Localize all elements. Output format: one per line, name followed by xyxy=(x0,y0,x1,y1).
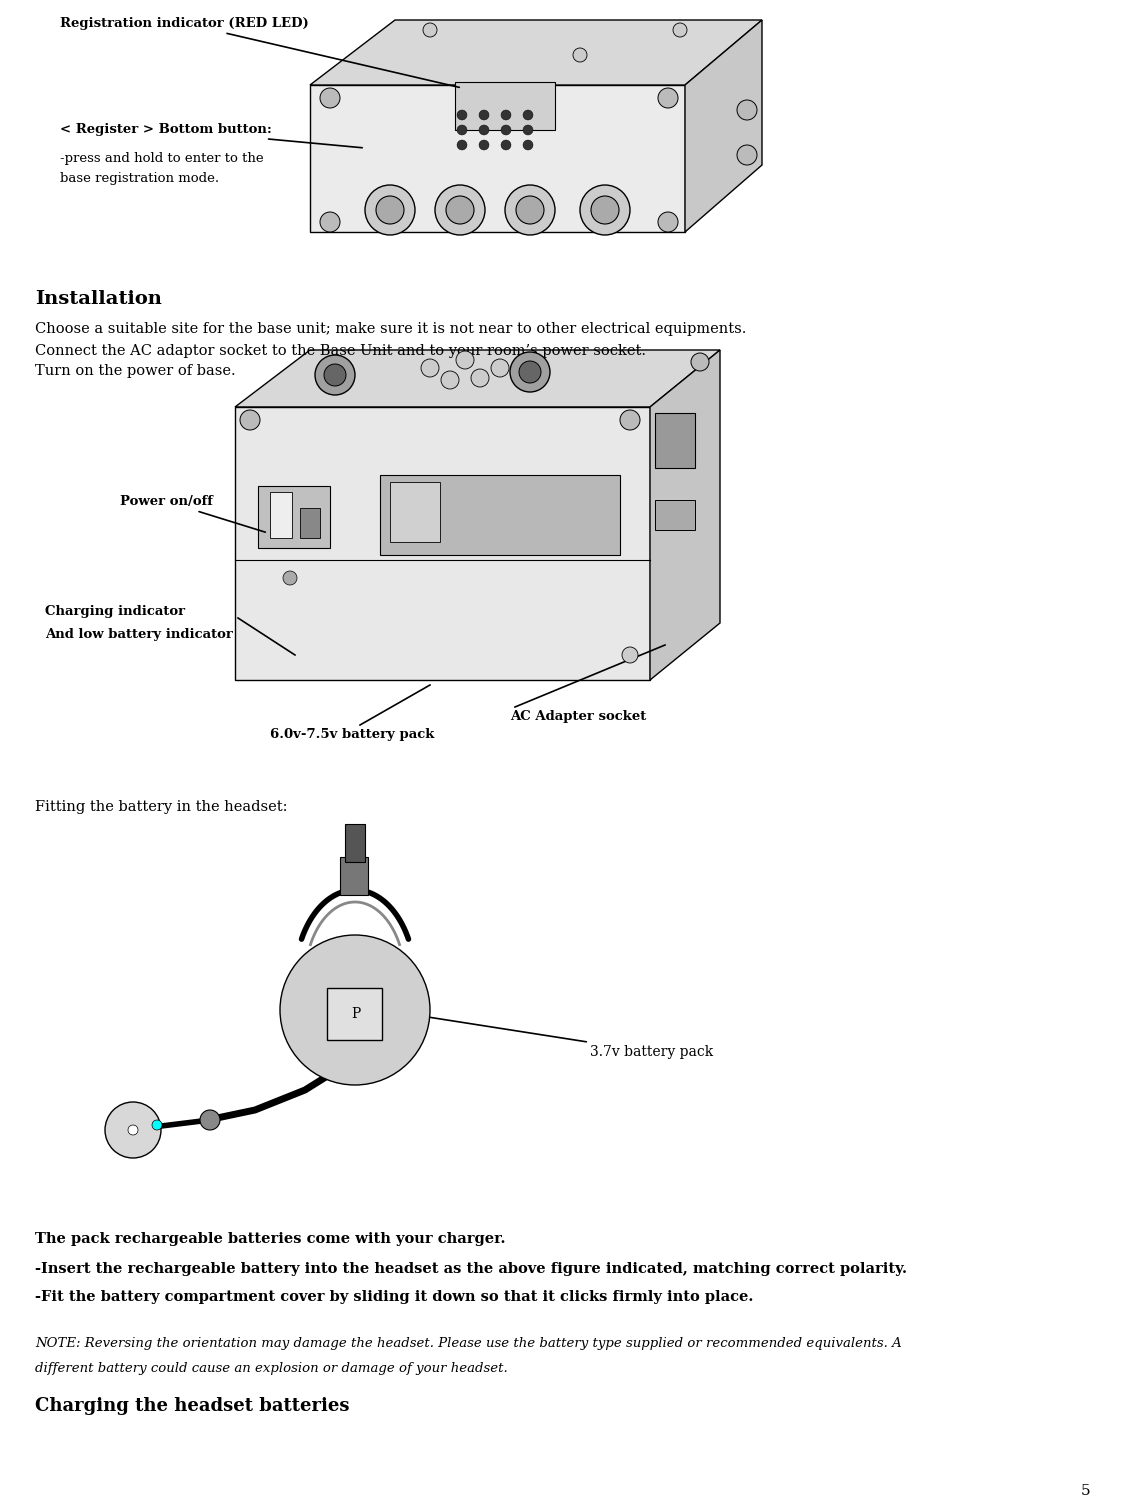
Text: Charging indicator: Charging indicator xyxy=(45,606,185,618)
Text: -Insert the rechargeable battery into the headset as the above figure indicated,: -Insert the rechargeable battery into th… xyxy=(35,1262,907,1276)
Bar xyxy=(655,414,695,468)
Circle shape xyxy=(457,110,467,119)
Polygon shape xyxy=(650,350,720,680)
Text: -press and hold to enter to the: -press and hold to enter to the xyxy=(59,153,264,165)
Polygon shape xyxy=(686,20,762,233)
Bar xyxy=(456,82,555,130)
Text: Charging the headset batteries: Charging the headset batteries xyxy=(35,1397,349,1415)
Circle shape xyxy=(511,352,550,393)
Text: NOTE: Reversing the orientation may damage the headset. Please use the battery t: NOTE: Reversing the orientation may dama… xyxy=(35,1336,902,1350)
Circle shape xyxy=(523,110,533,119)
Circle shape xyxy=(128,1125,138,1136)
Circle shape xyxy=(737,100,757,119)
Text: 5: 5 xyxy=(1080,1484,1089,1498)
Text: Registration indicator (RED LED): Registration indicator (RED LED) xyxy=(59,17,459,88)
Text: base registration mode.: base registration mode. xyxy=(59,172,219,186)
Polygon shape xyxy=(234,350,720,408)
Text: Power on/off: Power on/off xyxy=(120,495,265,532)
Circle shape xyxy=(280,935,430,1086)
Circle shape xyxy=(673,23,687,38)
Circle shape xyxy=(295,950,415,1071)
Circle shape xyxy=(456,350,473,368)
Circle shape xyxy=(580,186,629,236)
Circle shape xyxy=(505,186,555,236)
Text: Turn on the power of base.: Turn on the power of base. xyxy=(35,364,236,378)
Circle shape xyxy=(200,1110,220,1129)
Circle shape xyxy=(622,646,638,663)
Circle shape xyxy=(502,110,511,119)
Circle shape xyxy=(240,411,260,430)
Circle shape xyxy=(523,125,533,134)
Bar xyxy=(344,824,365,862)
Bar xyxy=(300,507,320,538)
Text: 3.7v battery pack: 3.7v battery pack xyxy=(386,1010,714,1059)
Circle shape xyxy=(441,371,459,390)
Circle shape xyxy=(447,196,473,223)
Circle shape xyxy=(519,361,541,384)
Circle shape xyxy=(691,353,709,371)
Bar xyxy=(390,482,440,542)
Circle shape xyxy=(421,359,439,378)
Polygon shape xyxy=(234,408,650,680)
Circle shape xyxy=(310,965,401,1055)
Circle shape xyxy=(516,196,544,223)
Bar xyxy=(380,476,620,556)
Text: different battery could cause an explosion or damage of your headset.: different battery could cause an explosi… xyxy=(35,1362,508,1376)
Circle shape xyxy=(620,411,640,430)
Circle shape xyxy=(491,359,509,378)
Text: Installation: Installation xyxy=(35,290,162,308)
Circle shape xyxy=(435,186,485,236)
Circle shape xyxy=(320,88,340,109)
Circle shape xyxy=(479,140,489,149)
Circle shape xyxy=(591,196,619,223)
Circle shape xyxy=(325,980,385,1040)
Circle shape xyxy=(376,196,404,223)
Circle shape xyxy=(479,125,489,134)
Text: -Fit the battery compartment cover by sliding it down so that it clicks firmly i: -Fit the battery compartment cover by sl… xyxy=(35,1290,753,1305)
Circle shape xyxy=(657,211,678,233)
Bar xyxy=(340,858,368,895)
Polygon shape xyxy=(310,20,762,85)
Circle shape xyxy=(523,140,533,149)
Circle shape xyxy=(315,355,355,396)
Circle shape xyxy=(471,368,489,387)
Bar xyxy=(258,486,330,548)
Polygon shape xyxy=(310,85,686,233)
Circle shape xyxy=(737,145,757,165)
Text: And low battery indicator: And low battery indicator xyxy=(45,628,233,642)
Circle shape xyxy=(283,571,297,584)
Text: P: P xyxy=(351,1007,360,1021)
Circle shape xyxy=(151,1120,162,1129)
Circle shape xyxy=(320,211,340,233)
Bar xyxy=(270,492,292,538)
Circle shape xyxy=(573,48,587,62)
Circle shape xyxy=(457,140,467,149)
Circle shape xyxy=(479,110,489,119)
Circle shape xyxy=(502,125,511,134)
Circle shape xyxy=(365,186,415,236)
Text: 6.0v-7.5v battery pack: 6.0v-7.5v battery pack xyxy=(270,728,434,741)
Circle shape xyxy=(423,23,436,38)
Circle shape xyxy=(324,364,346,387)
Circle shape xyxy=(502,140,511,149)
Text: The pack rechargeable batteries come with your charger.: The pack rechargeable batteries come wit… xyxy=(35,1232,506,1246)
Text: Fitting the battery in the headset:: Fitting the battery in the headset: xyxy=(35,800,287,814)
Text: < Register > Bottom button:: < Register > Bottom button: xyxy=(59,122,362,148)
Circle shape xyxy=(657,88,678,109)
Circle shape xyxy=(457,125,467,134)
Text: Choose a suitable site for the base unit; make sure it is not near to other elec: Choose a suitable site for the base unit… xyxy=(35,322,746,337)
Bar xyxy=(327,988,381,1040)
Circle shape xyxy=(105,1102,160,1158)
Bar xyxy=(655,500,695,530)
Text: Connect the AC adaptor socket to the Base Unit and to your room’s power socket.: Connect the AC adaptor socket to the Bas… xyxy=(35,344,646,358)
Text: AC Adapter socket: AC Adapter socket xyxy=(511,710,646,723)
